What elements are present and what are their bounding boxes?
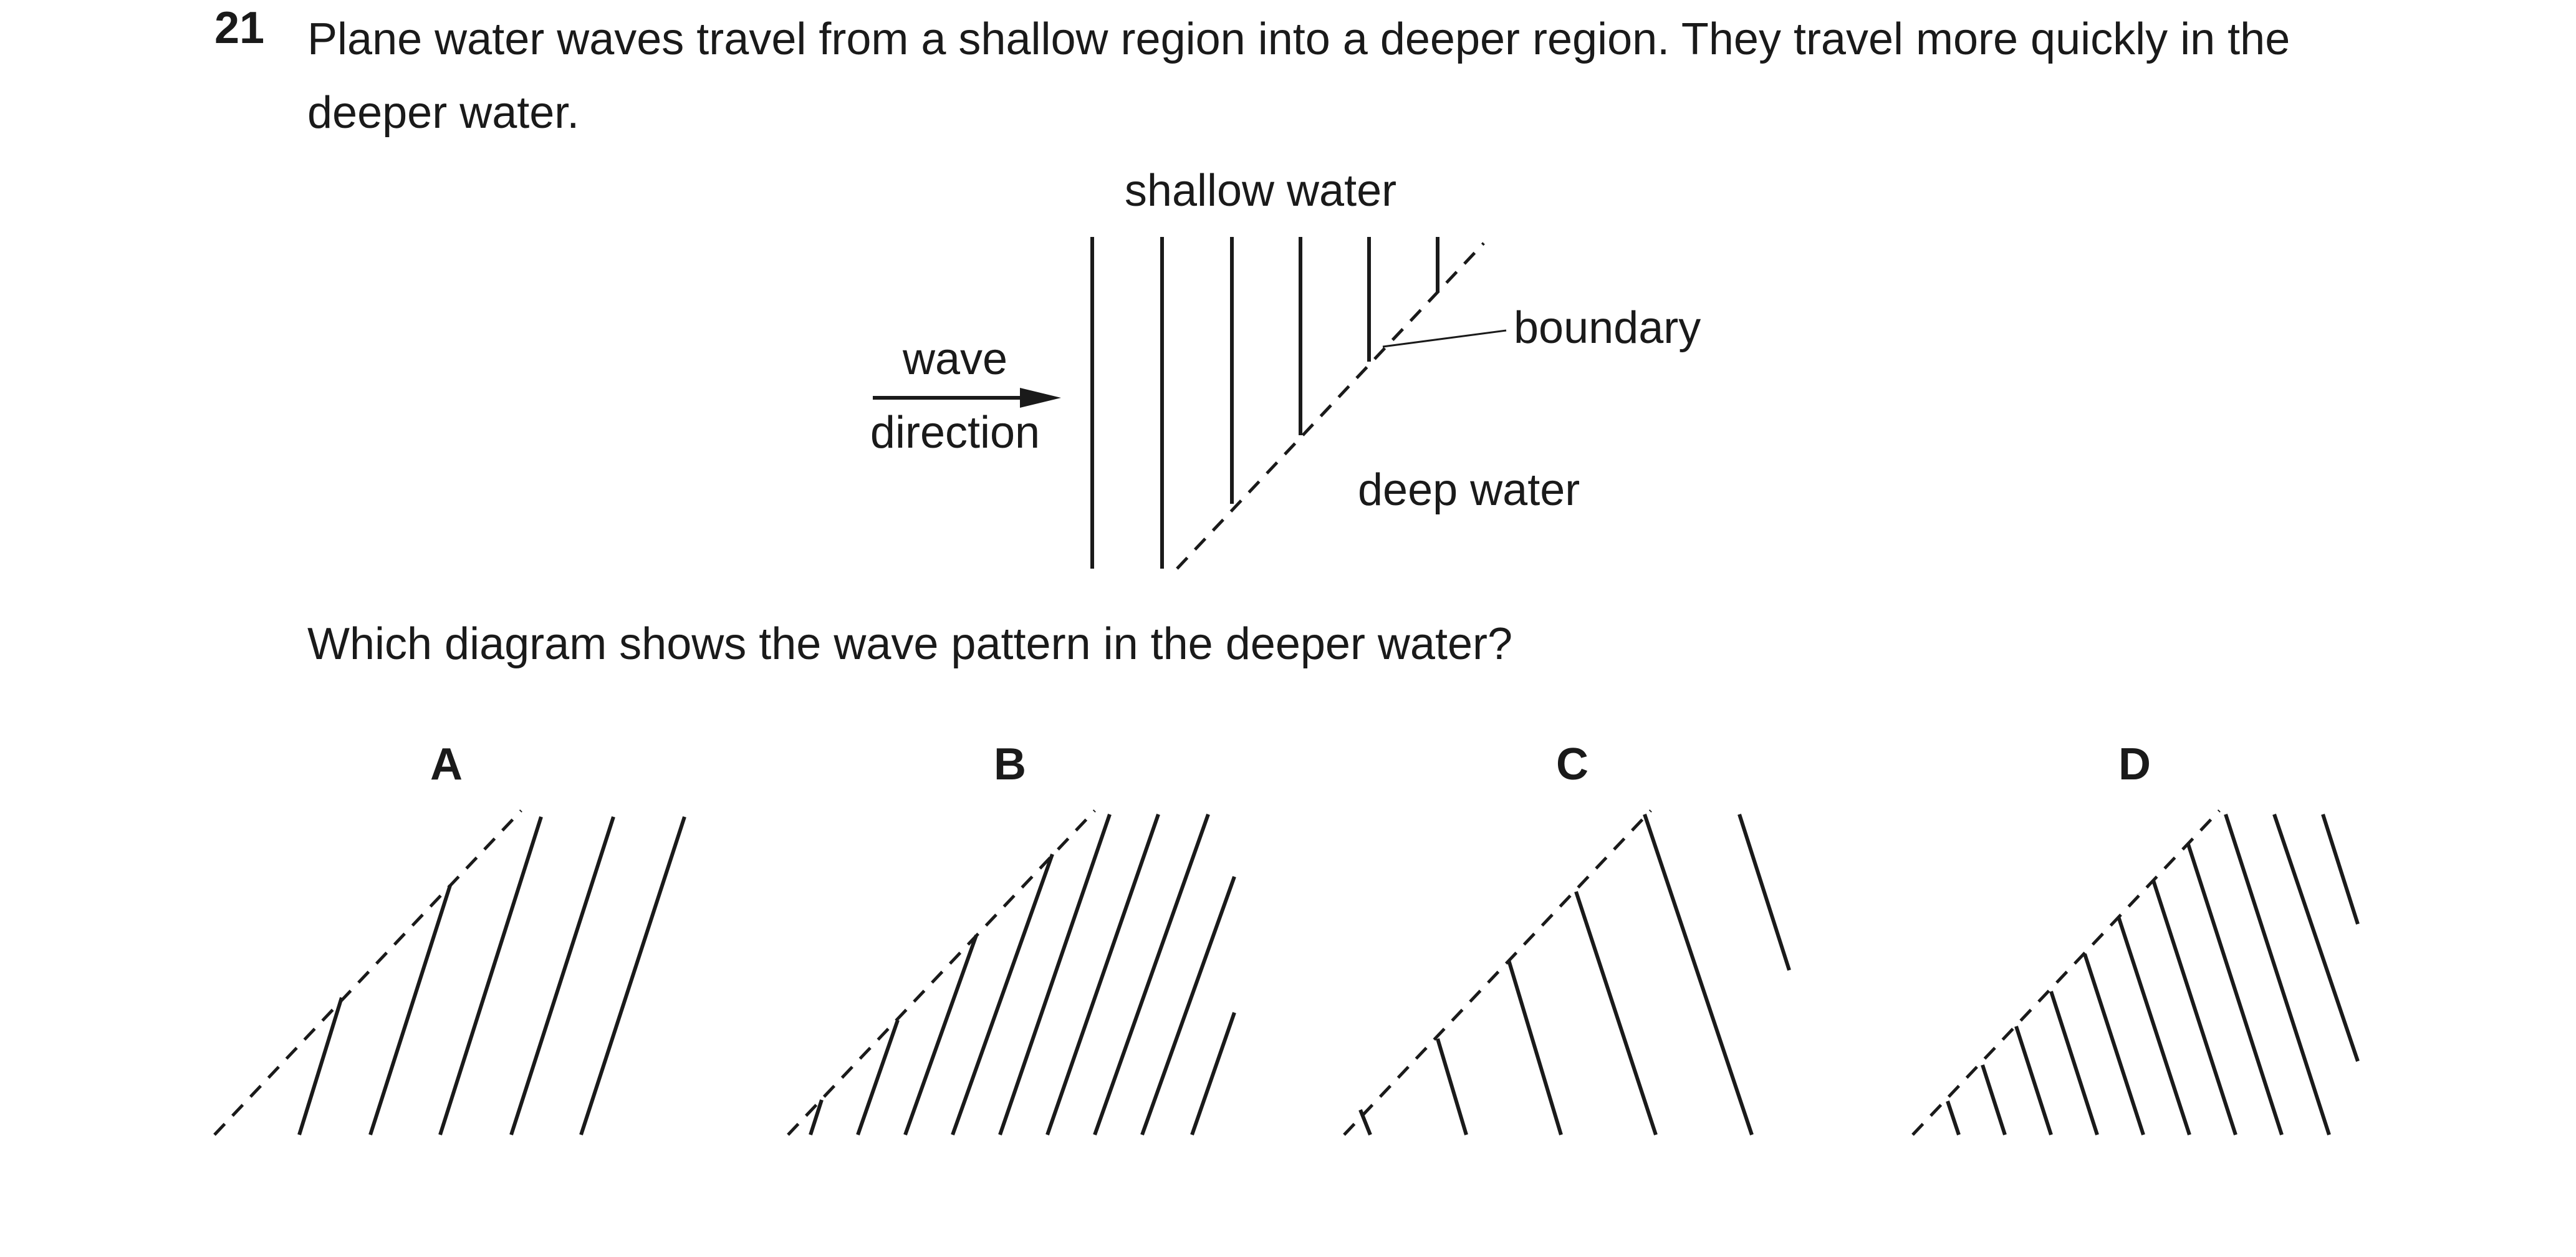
shallow-water-label: shallow water (1125, 166, 1396, 216)
option-d-label: D (2118, 739, 2151, 789)
option-d[interactable]: D (1911, 739, 2360, 1136)
wave-direction-arrow (873, 388, 1061, 408)
boundary-pointer (1382, 329, 1507, 348)
option-c-label: C (1556, 739, 1588, 789)
deep-water-label: deep water (1358, 465, 1580, 515)
option-a-wavefronts (297, 816, 686, 1135)
option-b-wavefronts (809, 813, 1236, 1136)
incident-wavefronts (1090, 237, 1439, 569)
option-b[interactable]: B (787, 739, 1236, 1136)
question-prompt: Which diagram shows the wave pattern in … (307, 619, 1513, 669)
question-text: Plane water waves travel from a shallow … (307, 14, 2290, 138)
option-a-label: A (430, 739, 463, 789)
wave-direction-label-bottom: direction (870, 408, 1040, 458)
option-a[interactable]: A (213, 739, 686, 1136)
option-c-wavefronts (1358, 814, 1791, 1136)
main-diagram: shallow water boundary deep water wave d… (870, 166, 1701, 570)
option-d-wavefronts (1946, 814, 2360, 1135)
option-c[interactable]: C (1343, 739, 1791, 1136)
boundary-line (1176, 242, 1485, 570)
boundary-label: boundary (1514, 303, 1701, 353)
wave-direction-label-top: wave (902, 334, 1007, 384)
option-b-label: B (994, 739, 1026, 789)
question-number: 21 (214, 3, 265, 53)
